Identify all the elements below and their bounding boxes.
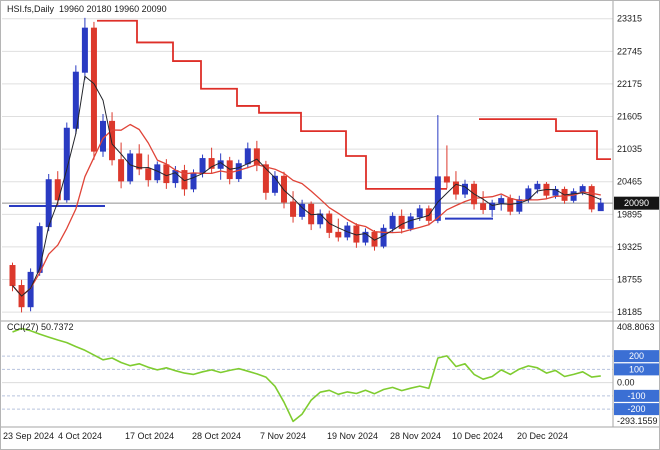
time-axis-label: 28 Nov 2024: [390, 431, 441, 441]
candle: [262, 164, 269, 193]
candle: [163, 164, 170, 184]
candle: [335, 231, 342, 238]
candle: [389, 215, 396, 229]
candle: [434, 176, 441, 221]
candle: [81, 27, 88, 73]
indicator-label: CCI(27) 50.7372: [7, 322, 74, 332]
candle: [507, 198, 514, 212]
time-axis-label: 7 Nov 2024: [260, 431, 306, 441]
price-axis-label: 23315: [617, 14, 642, 24]
candle: [380, 227, 387, 247]
cci-zero-label: 0.00: [617, 378, 635, 388]
candle: [579, 186, 586, 193]
cci-level-badge-label: -200: [627, 404, 645, 414]
cci-level-badge-label: 100: [629, 364, 644, 374]
candle: [462, 183, 468, 195]
price-axis-label: 18185: [617, 307, 642, 317]
candle: [72, 71, 79, 129]
time-axis-label: 28 Oct 2024: [192, 431, 241, 441]
candle: [90, 27, 97, 152]
candle: [271, 175, 278, 193]
trailing-stop-segment: [479, 118, 611, 161]
candle: [597, 202, 604, 212]
time-axis-label: 4 Oct 2024: [58, 431, 102, 441]
cci-level-badge-label: -100: [627, 391, 645, 401]
cci-min-label: -293.1559: [617, 416, 658, 426]
price-grid: [2, 18, 613, 313]
candle: [208, 158, 215, 169]
candle: [498, 198, 505, 204]
candle: [9, 265, 16, 287]
candle: [281, 175, 287, 203]
cci-level-badge: [614, 403, 659, 416]
candle: [253, 148, 260, 166]
candle: [199, 158, 206, 174]
support-lines: [9, 205, 493, 220]
candle: [45, 179, 52, 228]
candle: [136, 153, 143, 170]
candle: [308, 203, 315, 225]
ma-fast-line: [12, 75, 601, 297]
candle: [362, 231, 369, 243]
candle: [145, 168, 152, 181]
candle: [516, 199, 523, 212]
candle: [290, 201, 297, 217]
candle: [570, 191, 577, 201]
price-badge: 20090: [614, 196, 659, 210]
time-axis[interactable]: 23 Sep 2024 4 Oct 2024 17 Oct 2024 28 Oct 2…: [3, 431, 568, 441]
candle: [226, 160, 233, 180]
candle: [452, 181, 459, 195]
price-axis-label: 18755: [617, 275, 642, 285]
candle: [54, 179, 61, 201]
cci-max-label: 408.8063: [617, 322, 655, 332]
candle: [244, 148, 251, 165]
candle: [534, 183, 541, 190]
price-axis-label: 20465: [617, 177, 642, 187]
candle: [398, 215, 405, 229]
candle: [443, 176, 450, 183]
price-axis-label: 21605: [617, 112, 642, 122]
cci-level-badge: [614, 363, 659, 376]
cci-line: [12, 327, 601, 423]
time-axis-label: 10 Dec 2024: [452, 431, 503, 441]
time-axis-label: 19 Nov 2024: [327, 431, 378, 441]
candle: [299, 203, 306, 217]
candle: [416, 208, 423, 218]
price-axis-label: 19895: [617, 209, 642, 219]
candle: [407, 216, 414, 229]
price-axis-label: 19325: [617, 242, 642, 252]
price-badge-bg: [614, 196, 659, 210]
candle: [480, 203, 487, 210]
trailing-stop-segment: [97, 19, 447, 190]
cci-grid: [2, 355, 613, 410]
price-axis-label: 22175: [617, 79, 642, 89]
price-axis-label: 21035: [617, 144, 642, 154]
cci-level-badge-label: 200: [629, 351, 644, 361]
candle: [36, 226, 43, 273]
cci-level-badge: [614, 389, 659, 402]
time-axis-label: 20 Dec 2024: [517, 431, 568, 441]
cci-axis[interactable]: 408.8063 -293.1559 0.00 200 100 -100 -200: [614, 322, 659, 426]
price-axis[interactable]: 23315 22745 22175 21605 21035 20465 19895 19325…: [617, 14, 642, 317]
candle: [109, 120, 116, 161]
candles: [9, 17, 604, 313]
trailing-stop-line: [97, 19, 611, 190]
time-axis-label: 23 Sep 2024: [3, 431, 54, 441]
time-axis-label: 17 Oct 2024: [125, 431, 174, 441]
candle: [63, 127, 70, 201]
ma-slow-line: [12, 123, 601, 297]
candle: [190, 172, 197, 190]
price-badge-label: 20090: [624, 198, 649, 208]
candle: [588, 186, 595, 210]
candle: [127, 153, 134, 182]
candle: [118, 159, 125, 182]
chart-title: HSI.fs,Daily 19960 20180 19960 20090: [7, 4, 167, 14]
cci-level-badge: [614, 350, 659, 363]
price-axis-label: 22745: [617, 46, 642, 56]
candle: [217, 160, 224, 169]
candle: [489, 202, 496, 210]
